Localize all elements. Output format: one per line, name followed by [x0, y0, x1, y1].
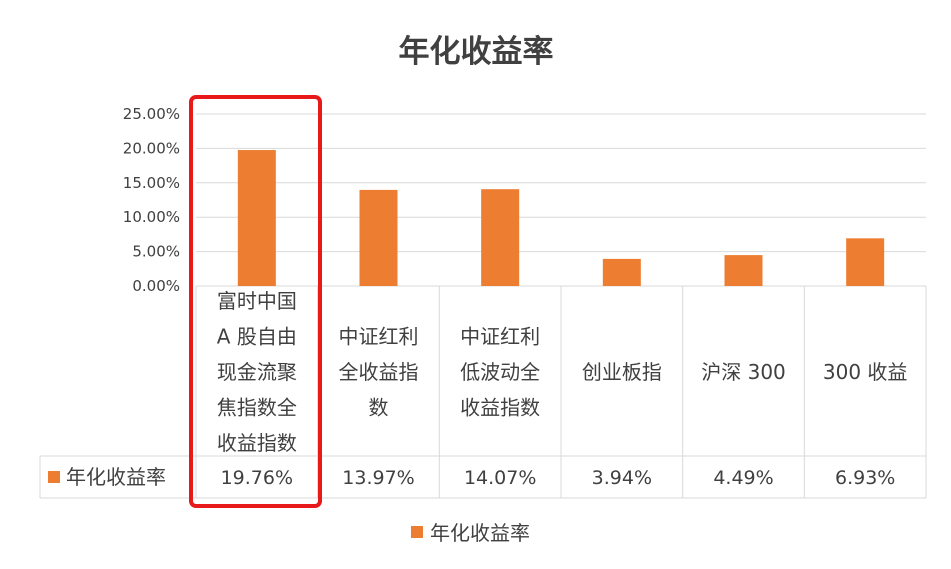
category-label: 沪深 300: [701, 360, 786, 384]
data-table-value: 3.94%: [592, 467, 652, 489]
gridlines: [196, 113, 926, 287]
bar: [237, 150, 276, 286]
legend: 年化收益率: [411, 521, 530, 545]
y-tick-label: 10.00%: [123, 208, 180, 226]
bar: [846, 238, 885, 286]
data-table-value: 14.07%: [464, 467, 536, 489]
data-table-value: 6.93%: [835, 467, 895, 489]
y-axis-ticks: 0.00% 5.00% 10.00% 15.00% 20.00% 25.00%: [123, 105, 180, 295]
bars: [237, 150, 885, 286]
y-tick-label: 25.00%: [123, 105, 180, 123]
bar: [481, 189, 520, 286]
y-tick-label: 0.00%: [132, 277, 180, 295]
data-table-value: 13.97%: [342, 467, 414, 489]
legend-swatch: [411, 526, 423, 538]
chart-title: 年化收益率: [399, 34, 554, 70]
category-label: 富时中国 A 股自由现金流聚焦指数全收益指数: [217, 289, 297, 455]
row-legend-swatch: [48, 471, 60, 483]
data-table: 富时中国 A 股自由现金流聚焦指数全收益指数中证红利全收益指数中证红利低波动全收益…: [39, 286, 927, 499]
bar: [359, 189, 398, 286]
data-table-value: 4.49%: [713, 467, 773, 489]
y-tick-label: 5.00%: [132, 243, 180, 261]
category-label: 创业板指: [582, 360, 662, 384]
category-label: 中证红利低波动全收益指数: [460, 324, 540, 419]
bar: [602, 258, 641, 286]
row-header-label: 年化收益率: [66, 465, 166, 489]
highlight-box: [189, 95, 322, 508]
data-table-value: 19.76%: [221, 467, 293, 489]
bar: [724, 255, 763, 286]
legend-label: 年化收益率: [430, 521, 530, 545]
y-tick-label: 15.00%: [123, 174, 180, 192]
category-label: 中证红利全收益指数: [339, 324, 419, 419]
y-tick-label: 20.00%: [123, 139, 180, 157]
category-label: 300 收益: [823, 360, 908, 384]
